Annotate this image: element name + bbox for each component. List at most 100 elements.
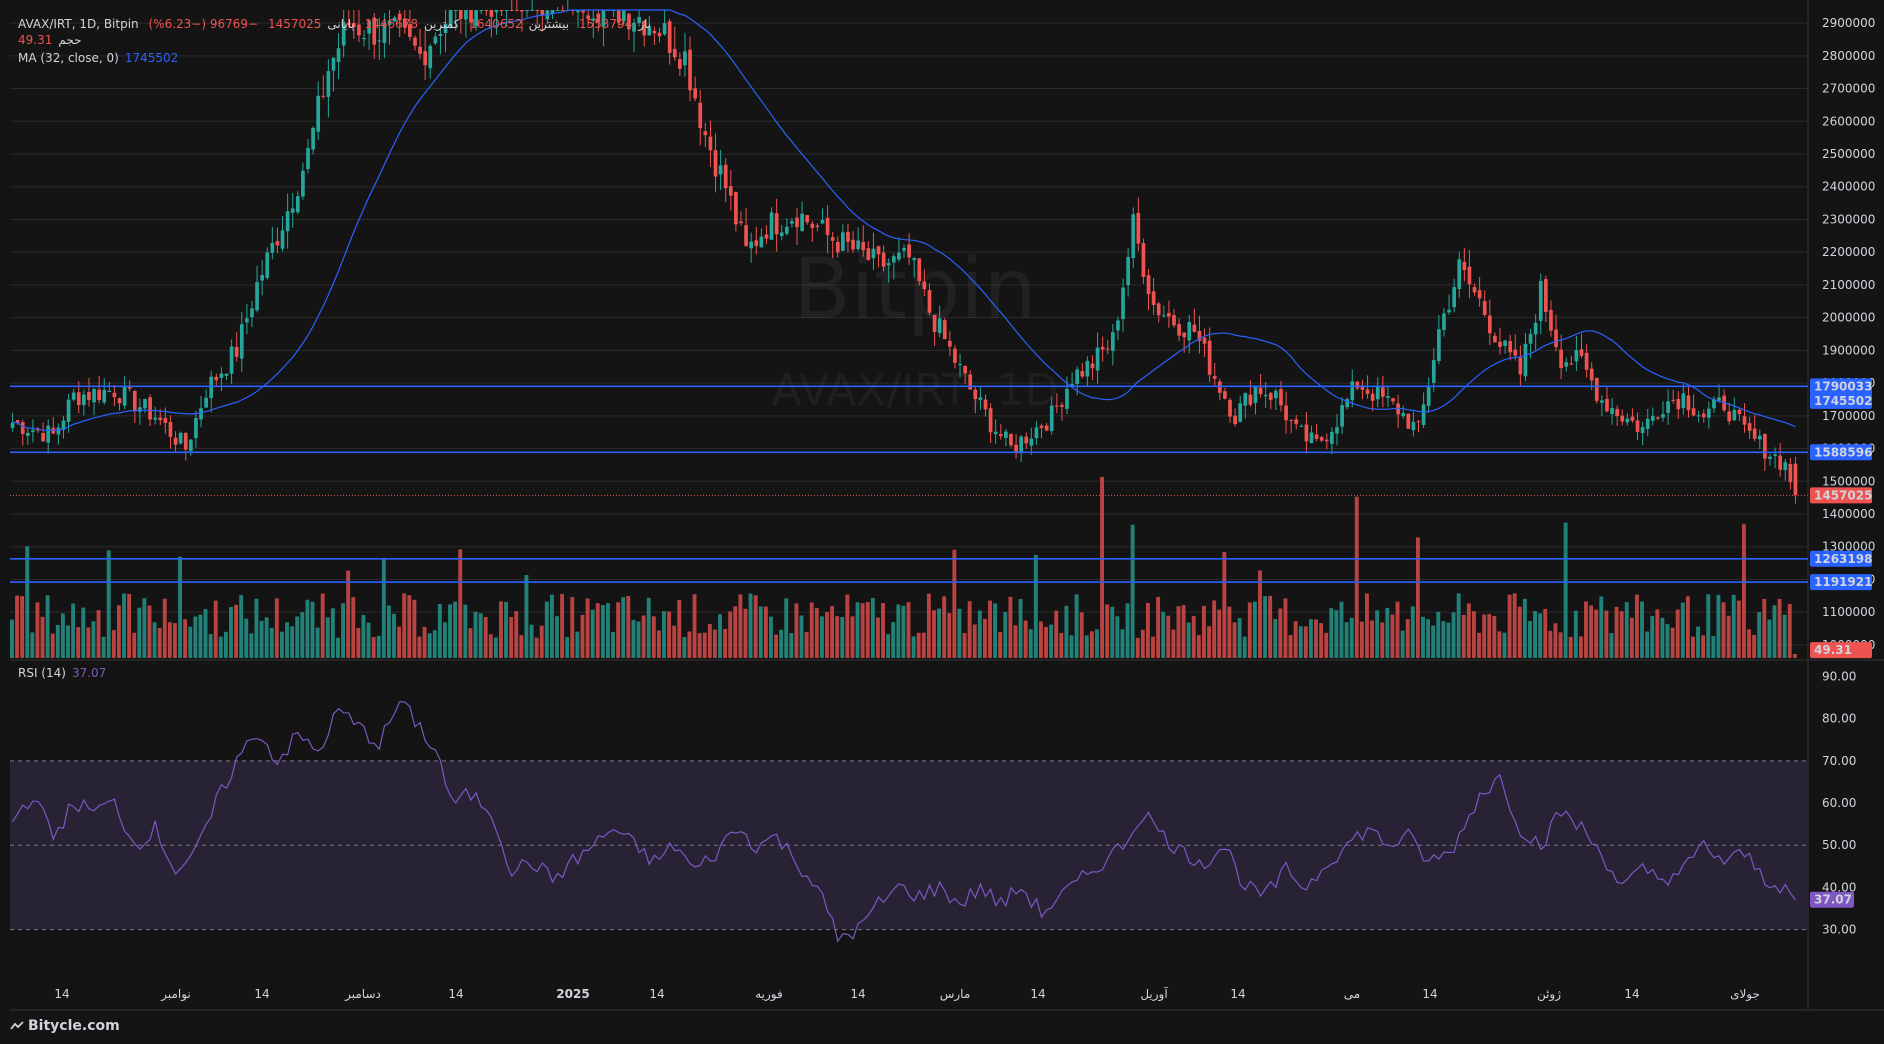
candle-body (1248, 394, 1253, 405)
candle (1503, 339, 1507, 354)
volume-bar (1181, 605, 1186, 658)
candle (280, 215, 285, 252)
candle-body (438, 33, 443, 36)
candle-body (841, 232, 845, 251)
candle (1411, 411, 1416, 437)
candle-body (1243, 393, 1248, 406)
candle (1401, 405, 1406, 419)
volume-bar (937, 608, 942, 658)
volume-bar (101, 636, 106, 658)
volume-bar (40, 616, 45, 658)
candle-body (392, 17, 397, 22)
candle-body (1656, 417, 1660, 419)
volume-bar (1685, 596, 1690, 658)
volume-bar (1538, 613, 1543, 658)
candle (428, 43, 433, 79)
candle (739, 211, 743, 226)
volume-bar (35, 602, 40, 658)
volume-bar (896, 604, 901, 658)
candle-body (1044, 425, 1049, 431)
candle-body (397, 13, 402, 21)
candle (764, 225, 769, 245)
volume-bar (1370, 620, 1374, 658)
volume-bar (875, 617, 880, 658)
volume-bar (881, 603, 885, 658)
candle (1569, 355, 1574, 365)
candle (138, 398, 142, 425)
candle (1049, 396, 1054, 435)
footer-brand[interactable]: Bitycle.com (10, 1018, 120, 1034)
volume-bar (1095, 629, 1099, 658)
volume-bar (1604, 610, 1609, 658)
volume-bar (407, 595, 412, 658)
candle-body (1304, 424, 1309, 442)
price-axis-label: 1100000 (1822, 605, 1875, 619)
candle (469, 10, 473, 32)
candle (1696, 410, 1701, 423)
candle (1691, 394, 1696, 417)
candle (1029, 427, 1034, 455)
candle (367, 19, 371, 50)
candle (1105, 340, 1110, 355)
volume-bar (1650, 615, 1655, 658)
volume-bar (1507, 594, 1512, 658)
candle (1243, 392, 1248, 419)
candle (1732, 397, 1737, 422)
price-level-tag: 1588596 (1810, 444, 1872, 461)
candle (1207, 327, 1212, 383)
volume-bar (774, 634, 778, 658)
price-axis-label: 2400000 (1822, 180, 1875, 194)
candle-body (1630, 416, 1635, 421)
candle (326, 59, 331, 118)
price-level-tag-text: 1790033 (1814, 379, 1872, 393)
candle (535, 10, 540, 26)
candle (1161, 305, 1166, 318)
volume-bar (229, 606, 233, 658)
candle-body (1727, 411, 1732, 422)
candle-body (713, 150, 718, 177)
volume-bar (1202, 605, 1206, 658)
volume-bar (748, 593, 753, 658)
volume-bar (1171, 629, 1176, 658)
volume-bar (926, 593, 931, 658)
volume-bar (509, 617, 514, 658)
candle-body (1167, 312, 1171, 317)
candle (1620, 409, 1625, 426)
candle-body (1289, 420, 1293, 422)
candle-body (1284, 405, 1288, 421)
volume-bar (804, 632, 809, 658)
candle-body (1401, 413, 1406, 417)
legend-open-label: باز (638, 17, 652, 31)
candle (856, 227, 861, 252)
candle-body (555, 10, 560, 11)
candle (825, 205, 830, 254)
candle-body (1513, 349, 1518, 356)
candle-body (1442, 313, 1446, 330)
candle-body (1299, 425, 1304, 427)
candle (1640, 421, 1645, 446)
volume-bar (66, 625, 70, 658)
volume-bar (71, 603, 76, 658)
candle (1095, 332, 1100, 384)
volume-bar (1196, 635, 1201, 658)
candle (1452, 278, 1457, 313)
candle-body (1549, 309, 1553, 331)
candle (1054, 393, 1059, 414)
candle (1253, 385, 1258, 415)
candle-body (1309, 432, 1314, 444)
volume-bar (646, 597, 651, 658)
candle-body (1457, 259, 1462, 290)
candle (1100, 336, 1105, 362)
candle-body (1783, 462, 1788, 471)
candle (723, 158, 728, 203)
candle (515, 0, 519, 11)
candle (97, 376, 101, 404)
candle (790, 217, 794, 228)
candle-body (1559, 349, 1563, 368)
candle-body (479, 10, 484, 11)
volume-bar (1762, 598, 1767, 658)
candle-body (560, 10, 565, 11)
candle-body (250, 308, 254, 318)
volume-bar (982, 618, 987, 658)
